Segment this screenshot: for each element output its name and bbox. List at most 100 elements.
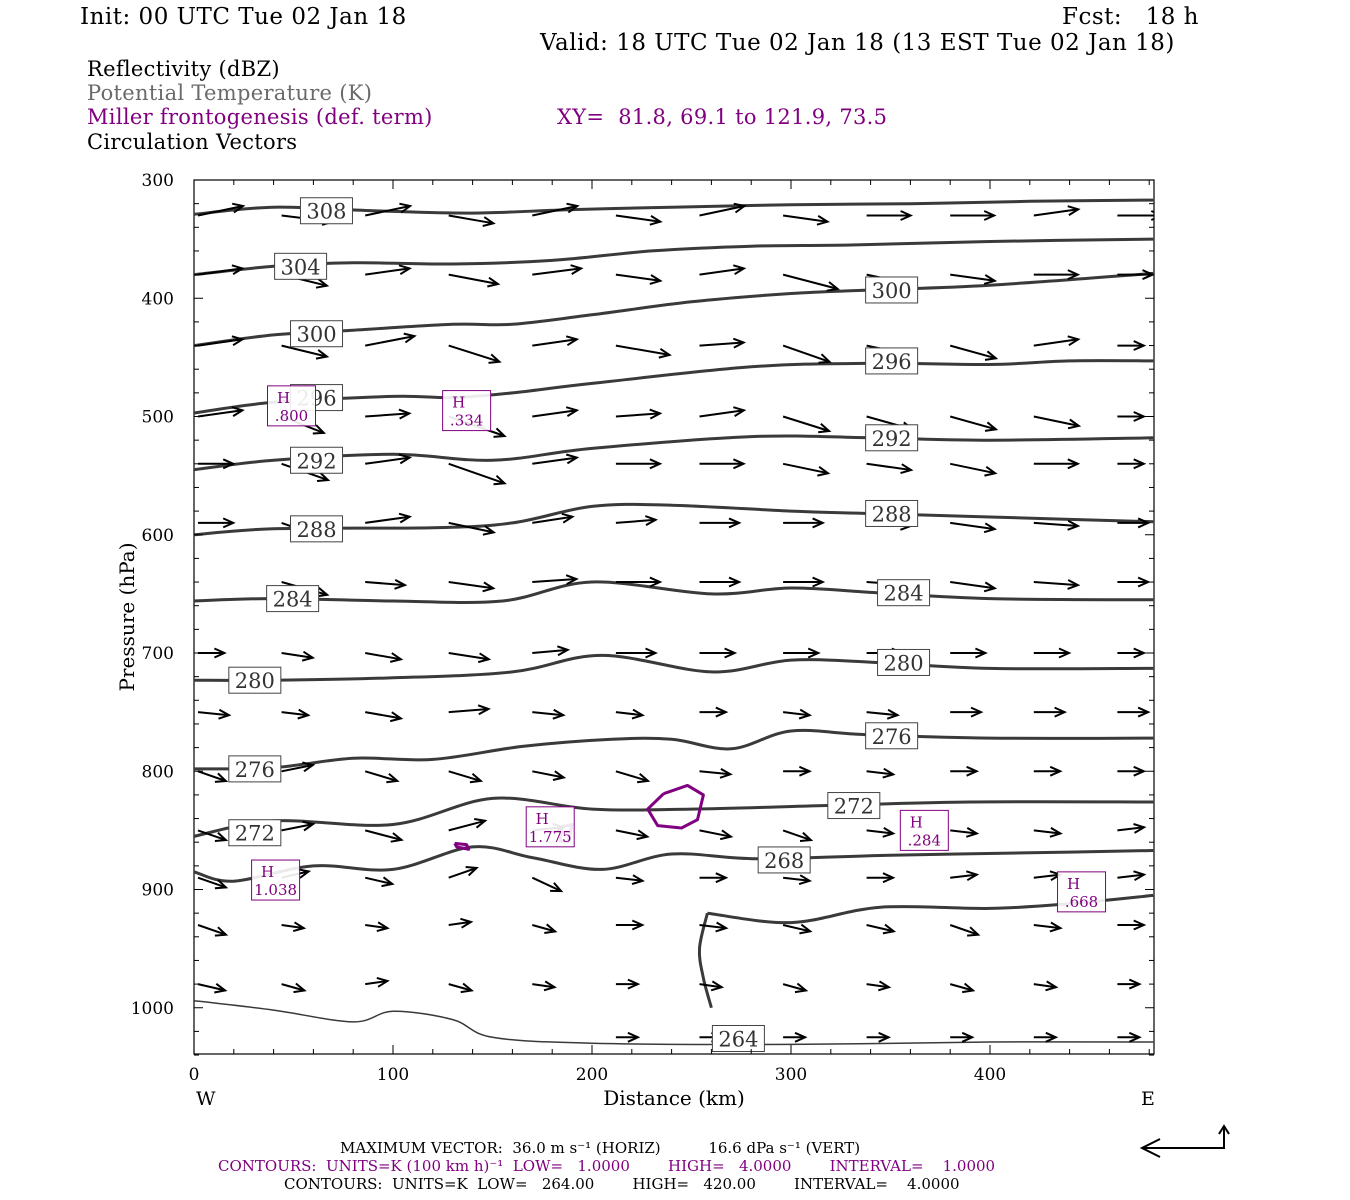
- fronto-max-h: H: [277, 389, 290, 407]
- circulation-vector: [1117, 978, 1142, 990]
- fronto-max-label: H.284: [899, 809, 949, 851]
- circulation-vector: [782, 829, 814, 842]
- theta-label-text: 276: [872, 725, 912, 749]
- circulation-vector: [281, 982, 307, 994]
- vector-head: [214, 831, 229, 842]
- vector-shaft: [365, 980, 388, 986]
- circulation-vector: [365, 512, 413, 524]
- circulation-vector: [782, 708, 813, 720]
- vector-head: [798, 708, 813, 720]
- circulation-vector: [615, 770, 651, 784]
- circulation-vector: [1117, 1031, 1142, 1043]
- vector-head: [315, 278, 330, 289]
- circulation-vector: [1033, 205, 1081, 217]
- circulation-vector: [782, 923, 813, 935]
- vector-head: [293, 982, 307, 994]
- vector-head: [962, 982, 976, 994]
- circulation-vector: [699, 458, 746, 470]
- theta-label-box: [865, 276, 919, 304]
- vector-head: [565, 406, 580, 417]
- vector-shaft: [782, 462, 829, 475]
- y-tick-label: 900: [142, 881, 174, 901]
- vector-head: [1133, 411, 1147, 422]
- vector-shaft: [364, 770, 398, 782]
- vector-head: [214, 982, 228, 994]
- vector-shaft: [866, 462, 912, 471]
- vector-head: [482, 581, 496, 593]
- vector-head: [302, 761, 316, 773]
- vector-head: [728, 576, 742, 588]
- theta-label: 272: [228, 819, 282, 847]
- vector-shaft: [1033, 829, 1061, 835]
- vector-head: [398, 453, 413, 465]
- vector-head: [469, 772, 484, 784]
- vector-head: [556, 645, 571, 657]
- vector-shaft: [197, 983, 226, 992]
- vector-head: [488, 353, 502, 364]
- vector-head: [297, 708, 311, 720]
- theta-contour-line: [194, 845, 1154, 883]
- vector-head: [658, 347, 672, 359]
- theta-label-text: 300: [296, 323, 336, 347]
- circulation-vector: [699, 829, 734, 841]
- vector-shaft: [1117, 873, 1145, 879]
- vector-head: [1137, 517, 1151, 529]
- axes: 0 100 200 300 400 300 400 500 600 700 800 900 1000: [131, 171, 1154, 1085]
- theta-contour-line: [194, 728, 1154, 771]
- vector-head: [570, 264, 584, 275]
- circulation-vector: [615, 708, 645, 720]
- theta-label-text: 276: [235, 758, 275, 782]
- fronto-max-box: [251, 859, 301, 901]
- vector-shaft: [866, 770, 894, 776]
- vector-shaft: [699, 770, 731, 776]
- vector-head: [316, 471, 331, 482]
- vector-shaft: [448, 866, 477, 879]
- vector-shaft: [949, 462, 996, 475]
- y-tick-label: 300: [142, 171, 174, 191]
- circulation-vector: [197, 335, 245, 347]
- circulation-vector: [866, 980, 892, 992]
- vector-head: [1067, 418, 1082, 430]
- theta-label-text: 300: [872, 279, 912, 303]
- vector-head: [394, 579, 408, 590]
- vector-shaft: [782, 344, 830, 363]
- circulation-vector: [1033, 647, 1072, 659]
- circulation-vector: [866, 767, 896, 779]
- theta-label-box: [228, 819, 282, 847]
- theta-label-box: [827, 792, 881, 820]
- circulation-vector: [532, 645, 571, 657]
- vector-shaft: [532, 711, 564, 717]
- circulation-vector: [532, 923, 558, 934]
- circulation-vector: [532, 574, 579, 585]
- fronto-max-h: H: [536, 810, 549, 828]
- vector-shaft: [782, 214, 828, 223]
- circulation-vector: [365, 579, 408, 590]
- forecast-hour: Fcst: 18 h: [1062, 4, 1199, 30]
- vector-head: [798, 765, 812, 777]
- circulation-vector: [531, 876, 564, 893]
- vector-head: [552, 770, 567, 781]
- vector-head: [733, 264, 747, 276]
- vector-head: [1058, 647, 1072, 659]
- vector-shaft: [281, 652, 313, 659]
- west-label: W: [196, 1088, 216, 1110]
- circulation-vector: [615, 273, 663, 285]
- vector-head: [799, 923, 813, 935]
- circulation-vector: [532, 335, 580, 347]
- circulation-vector: [198, 517, 236, 529]
- theta-label-box: [865, 499, 919, 527]
- circulation-vector: [1117, 765, 1147, 777]
- vector-shaft: [532, 205, 578, 217]
- fronto-max-h: H: [1067, 875, 1080, 893]
- circulation-vector: [365, 921, 390, 933]
- vector-shaft: [448, 708, 489, 714]
- fronto-max-h: H: [910, 813, 923, 831]
- circulation-vector: [699, 517, 742, 529]
- circulation-vector: [448, 581, 496, 593]
- fronto-max-value: .800: [275, 407, 308, 425]
- theta-label-text: 272: [235, 822, 275, 846]
- vector-head: [724, 647, 738, 659]
- circulation-vector: [783, 517, 826, 529]
- circulation-vector: [532, 202, 580, 217]
- vector-shaft: [365, 652, 402, 661]
